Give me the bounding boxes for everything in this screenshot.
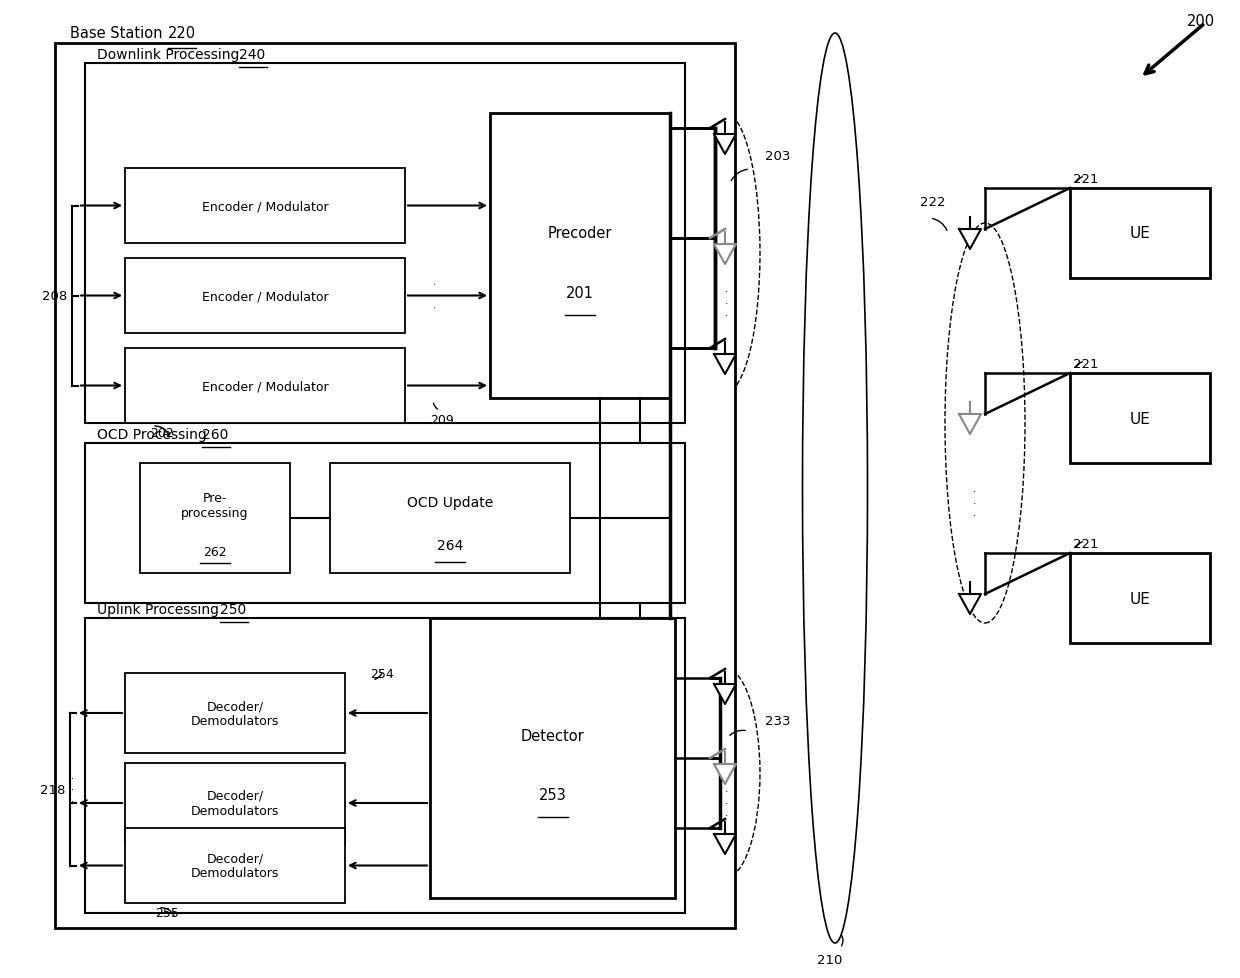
Text: 210: 210 (817, 953, 843, 966)
Text: 260: 260 (202, 427, 228, 441)
Text: Decoder/
Demodulators: Decoder/ Demodulators (191, 699, 279, 728)
Polygon shape (714, 685, 737, 704)
Text: 264: 264 (436, 539, 464, 553)
Polygon shape (959, 230, 981, 249)
Bar (140, 464, 290, 573)
Text: 254: 254 (370, 667, 394, 681)
Text: Encoder / Modulator: Encoder / Modulator (202, 289, 329, 302)
Text: 222: 222 (920, 196, 945, 208)
Bar (330, 464, 570, 573)
Polygon shape (959, 595, 981, 614)
Text: 208: 208 (42, 289, 67, 302)
Text: Detector: Detector (521, 729, 584, 743)
Text: Precoder: Precoder (548, 226, 613, 241)
Text: Decoder/
Demodulators: Decoder/ Demodulators (191, 789, 279, 818)
Text: ·
·
·: · · · (725, 288, 729, 320)
Text: 233: 233 (765, 714, 791, 728)
Text: 200: 200 (1187, 14, 1215, 29)
Bar (86, 444, 684, 603)
Text: 220: 220 (167, 26, 196, 41)
Bar (86, 64, 684, 423)
Text: 221: 221 (1073, 538, 1099, 551)
Text: OCD Update: OCD Update (407, 495, 494, 509)
Bar (1070, 554, 1210, 644)
Text: 203: 203 (765, 150, 790, 162)
Text: Encoder / Modulator: Encoder / Modulator (202, 379, 329, 392)
Polygon shape (714, 355, 737, 375)
Bar (1070, 189, 1210, 279)
Polygon shape (714, 135, 737, 155)
Polygon shape (714, 244, 737, 265)
Text: 218: 218 (40, 783, 64, 796)
Text: 253: 253 (538, 787, 567, 802)
Bar (1070, 374, 1210, 464)
Polygon shape (714, 764, 737, 784)
Text: Encoder / Modulator: Encoder / Modulator (202, 200, 329, 213)
Bar (430, 618, 675, 898)
Text: OCD Processing: OCD Processing (97, 427, 211, 441)
Text: ·
·
·: · · · (72, 773, 74, 806)
Bar (125, 169, 405, 244)
Text: 221: 221 (1073, 358, 1099, 371)
Text: 262: 262 (203, 545, 227, 557)
Polygon shape (959, 415, 981, 434)
Text: Base Station: Base Station (69, 26, 167, 41)
Text: Uplink Processing: Uplink Processing (97, 602, 223, 616)
Bar (125, 828, 345, 903)
Bar (125, 763, 345, 843)
Text: 250: 250 (219, 602, 247, 616)
Text: ·
·
·: · · · (434, 280, 436, 313)
Bar (125, 673, 345, 753)
Bar (125, 259, 405, 333)
Text: 221: 221 (1073, 173, 1099, 186)
Bar (86, 618, 684, 913)
Text: 201: 201 (565, 286, 594, 301)
Text: ·
·
·: · · · (973, 487, 977, 520)
Bar (490, 113, 670, 399)
Text: Downlink Processing: Downlink Processing (97, 48, 244, 62)
Text: UE: UE (1130, 591, 1151, 606)
Text: Decoder/
Demodulators: Decoder/ Demodulators (191, 852, 279, 879)
Text: 202: 202 (150, 426, 174, 439)
Text: 240: 240 (239, 48, 265, 62)
Text: UE: UE (1130, 411, 1151, 426)
Polygon shape (714, 834, 737, 854)
Text: UE: UE (1130, 226, 1151, 242)
Text: Pre-
processing: Pre- processing (181, 491, 249, 519)
Text: ·
·
·: · · · (725, 786, 729, 820)
Bar (55, 44, 735, 928)
Text: 255: 255 (155, 906, 179, 919)
Text: 209: 209 (430, 414, 454, 427)
Bar (125, 348, 405, 423)
